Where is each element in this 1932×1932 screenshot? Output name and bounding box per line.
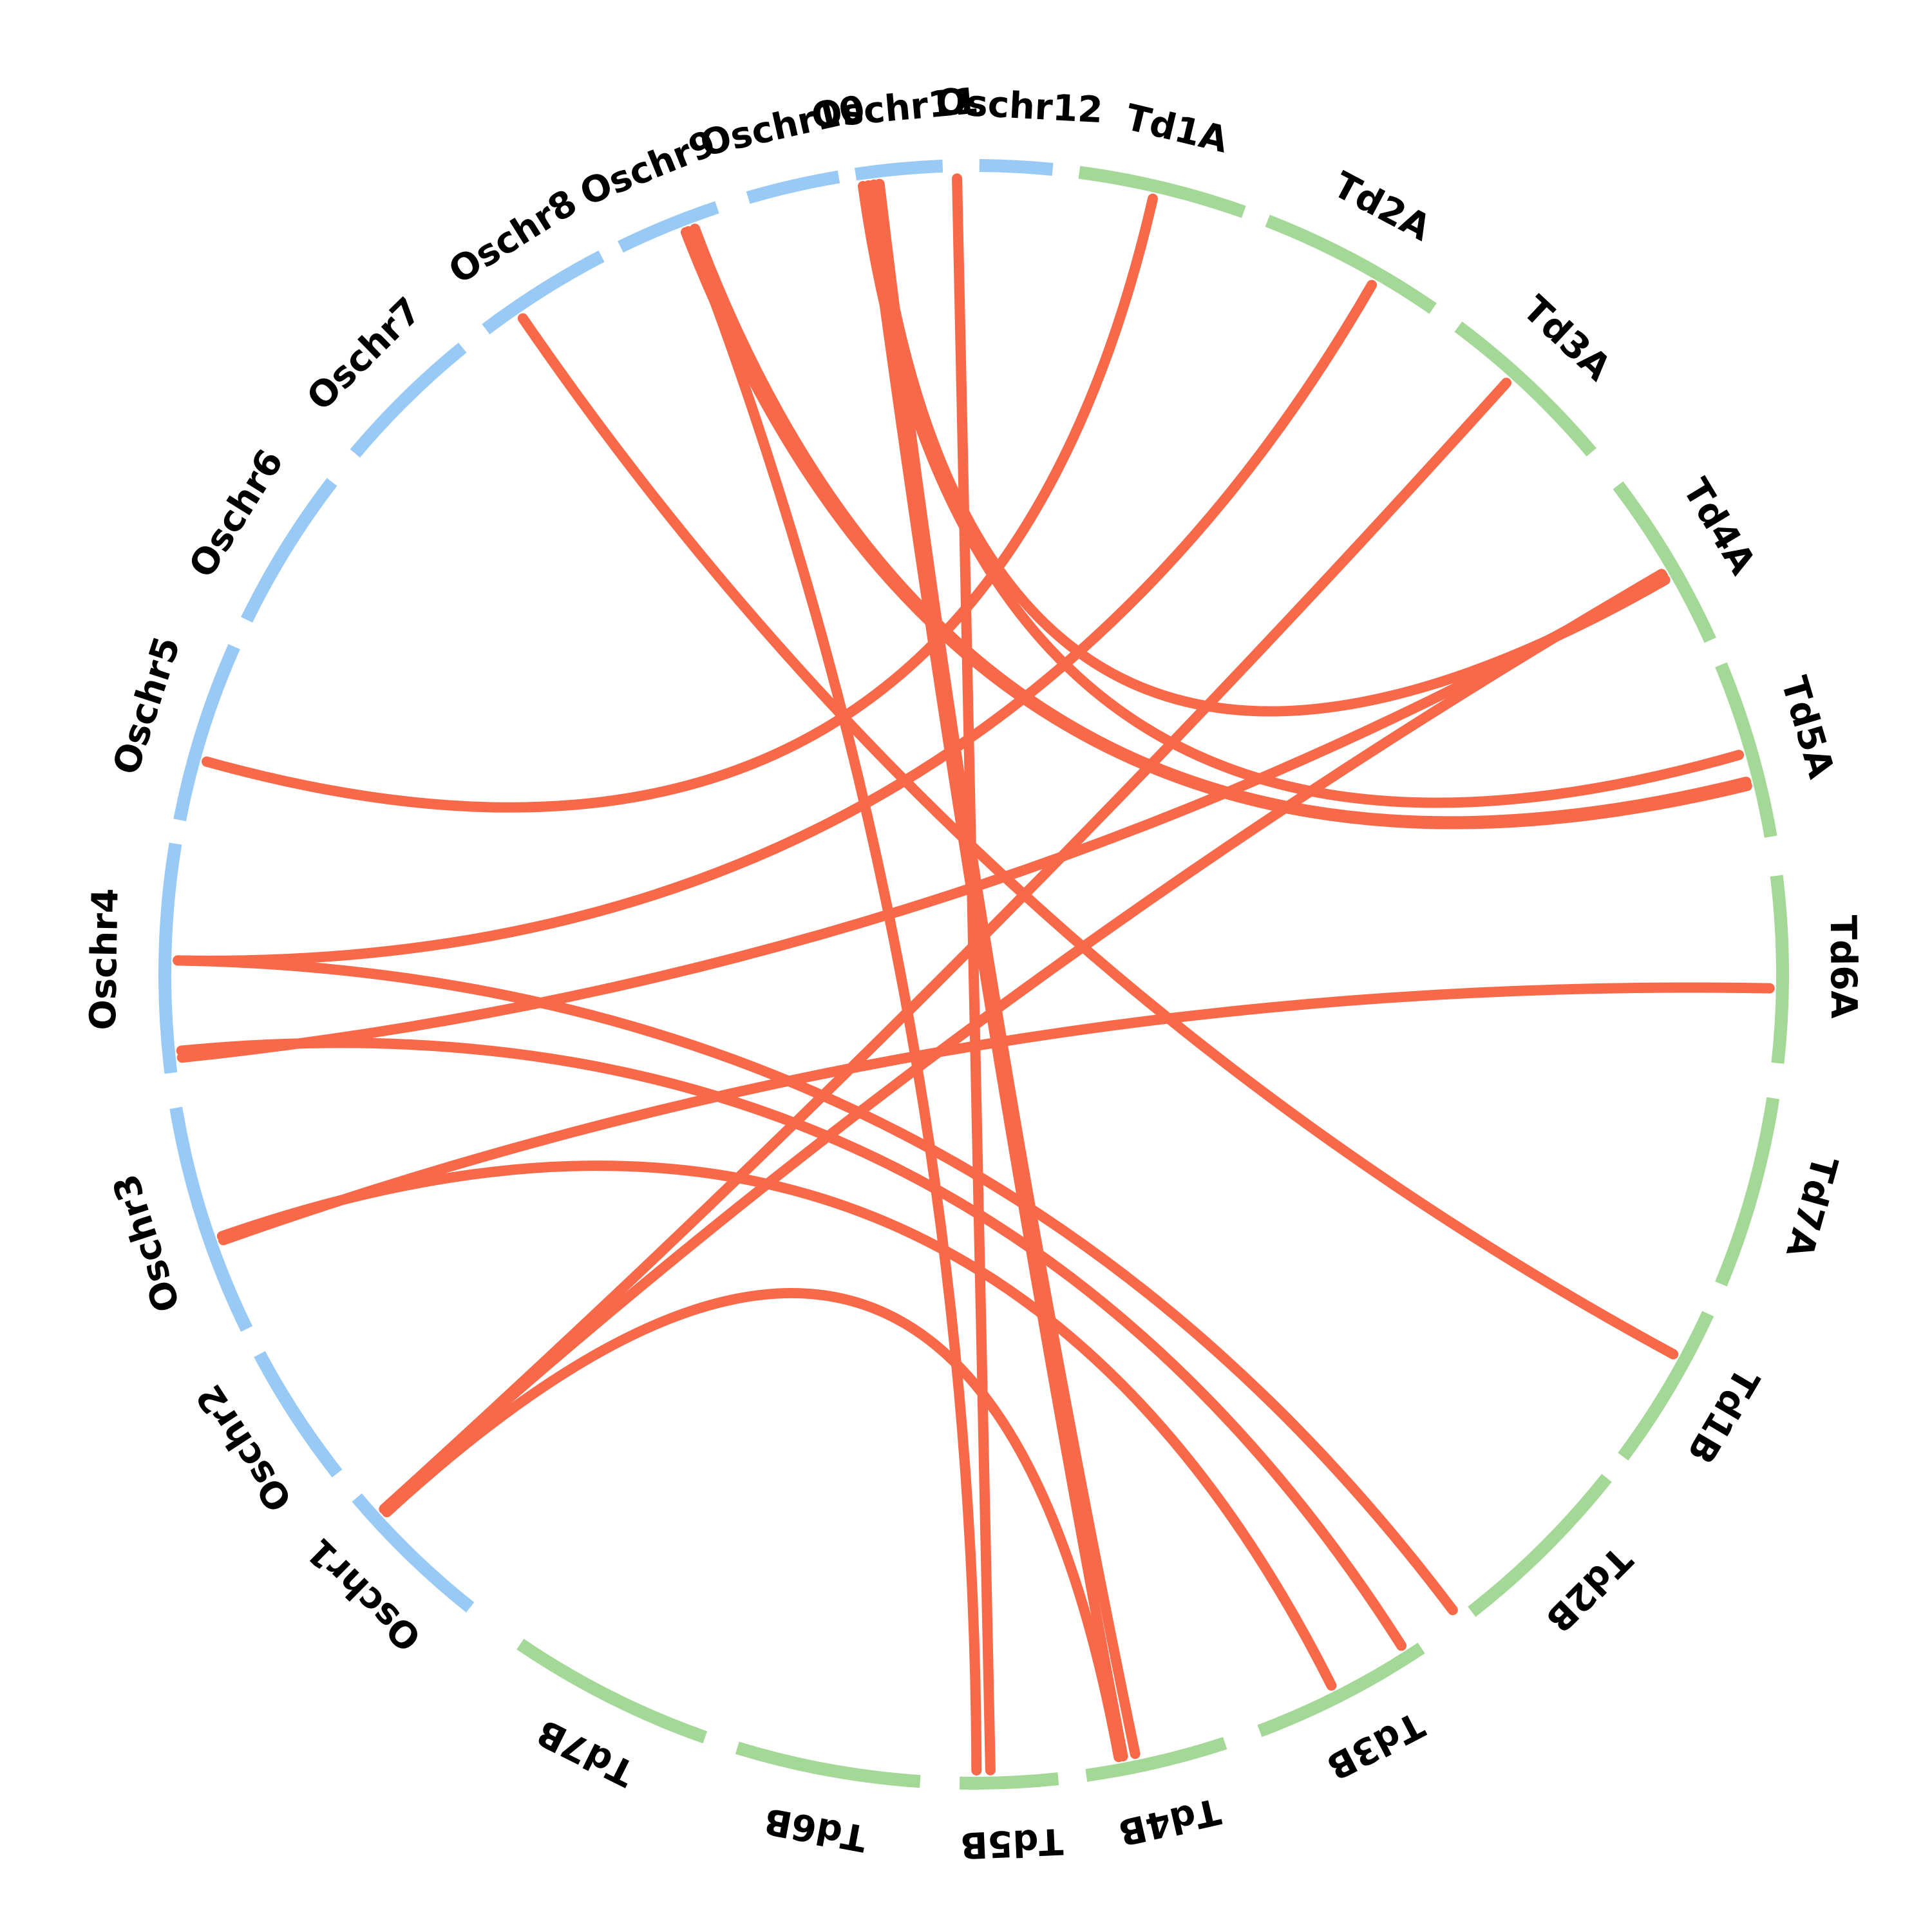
chromosome-arcs — [158, 159, 1789, 1790]
chromosome-arc-td6b — [735, 1741, 921, 1788]
chromosome-arc-oschr3 — [169, 1106, 253, 1332]
link-oschr11-td4a — [869, 179, 1671, 717]
chromosome-arc-oschr1 — [352, 1493, 475, 1613]
chromosome-label-td5b: Td5B — [960, 1820, 1065, 1866]
chromosome-label-td3a: Td3A — [1515, 288, 1619, 390]
chromosome-arc-oschr6 — [241, 478, 337, 623]
chromosome-label-td6a: Td6A — [1822, 915, 1864, 1019]
link-oschr12-td5b — [952, 173, 996, 1776]
link-oschr5-td1a — [202, 193, 1158, 813]
chromosome-arc-oschr10 — [746, 170, 840, 204]
chromosome-label-td3b: Td3B — [1320, 1703, 1430, 1788]
chromosome-label-td1b: Td1B — [1679, 1361, 1767, 1471]
link-oschr11-td4b — [874, 178, 1141, 1759]
link-oschr11-td4b — [863, 180, 1128, 1762]
link-oschr3-td4a — [176, 571, 1669, 1063]
chromosome-arc-oschr5 — [173, 644, 240, 822]
chromosome-label-td7a: Td7A — [1777, 1151, 1846, 1263]
link-oschr4-td2b — [173, 955, 1458, 1616]
chromosome-arc-td3a — [1454, 321, 1596, 457]
chromosome-label-td5a: Td5A — [1772, 672, 1842, 783]
link-oschr3-td3b — [176, 1037, 1407, 1651]
chromosome-label-oschr12: Oschr12 — [934, 81, 1104, 131]
chromosome-arc-oschr4 — [158, 842, 182, 1074]
chromosome-arc-td4b — [1085, 1737, 1227, 1782]
link-oschr9-td5b — [683, 226, 982, 1776]
chromosome-arc-oschr2 — [254, 1351, 343, 1478]
chromosome-label-td1a: Td1A — [1122, 97, 1233, 162]
chromosome-arc-td7a — [1715, 1097, 1780, 1287]
chromosome-arc-td5a — [1715, 662, 1777, 838]
link-oschr9-td5a — [681, 227, 1752, 829]
chromosome-label-oschr5: Oschr5 — [105, 632, 189, 780]
link-oschr4-td2a — [173, 279, 1377, 966]
chromosome-label-td6b: Td6B — [761, 1799, 869, 1859]
chromosome-arc-td2b — [1468, 1473, 1612, 1617]
chromosome-label-td4a: Td4A — [1674, 471, 1764, 582]
chromosome-label-td4b: Td4B — [1114, 1790, 1224, 1853]
chromosome-label-td7b: Td7B — [531, 1710, 641, 1794]
chromosome-arc-oschr11 — [855, 159, 943, 181]
chromosome-arc-td5b — [959, 1772, 1059, 1790]
link-oschr1-td4b — [381, 1288, 1124, 1763]
chromosome-label-td2a: Td2A — [1327, 164, 1438, 250]
chromosome-arc-td2a — [1265, 214, 1437, 314]
link-oschr2-td6a — [218, 982, 1775, 1245]
chromosome-arc-td1a — [1078, 166, 1246, 218]
link-oschr8-td1b — [517, 313, 1679, 1359]
chromosome-label-oschr4: Oschr4 — [82, 888, 127, 1031]
chromosome-arc-td6a — [1770, 875, 1789, 1064]
chromosome-label-td2b: Td2B — [1537, 1538, 1640, 1640]
chromosome-arc-oschr9 — [618, 201, 719, 253]
chromosome-arc-td4a — [1613, 481, 1716, 643]
link-oschr1-td3a — [379, 377, 1511, 1515]
chromosome-arc-oschr8 — [482, 251, 605, 335]
chromosome-arc-td1b — [1618, 1311, 1714, 1461]
chromosome-arc-td3b — [1257, 1642, 1425, 1738]
chromosome-arc-td7b — [516, 1638, 708, 1744]
chromosome-arc-oschr12 — [979, 159, 1054, 176]
chromosome-label-oschr3: Oschr3 — [105, 1169, 189, 1317]
link-oschr2-td3b — [216, 1160, 1337, 1691]
synteny-links — [173, 173, 1775, 1776]
chromosome-arc-oschr7 — [350, 342, 467, 458]
